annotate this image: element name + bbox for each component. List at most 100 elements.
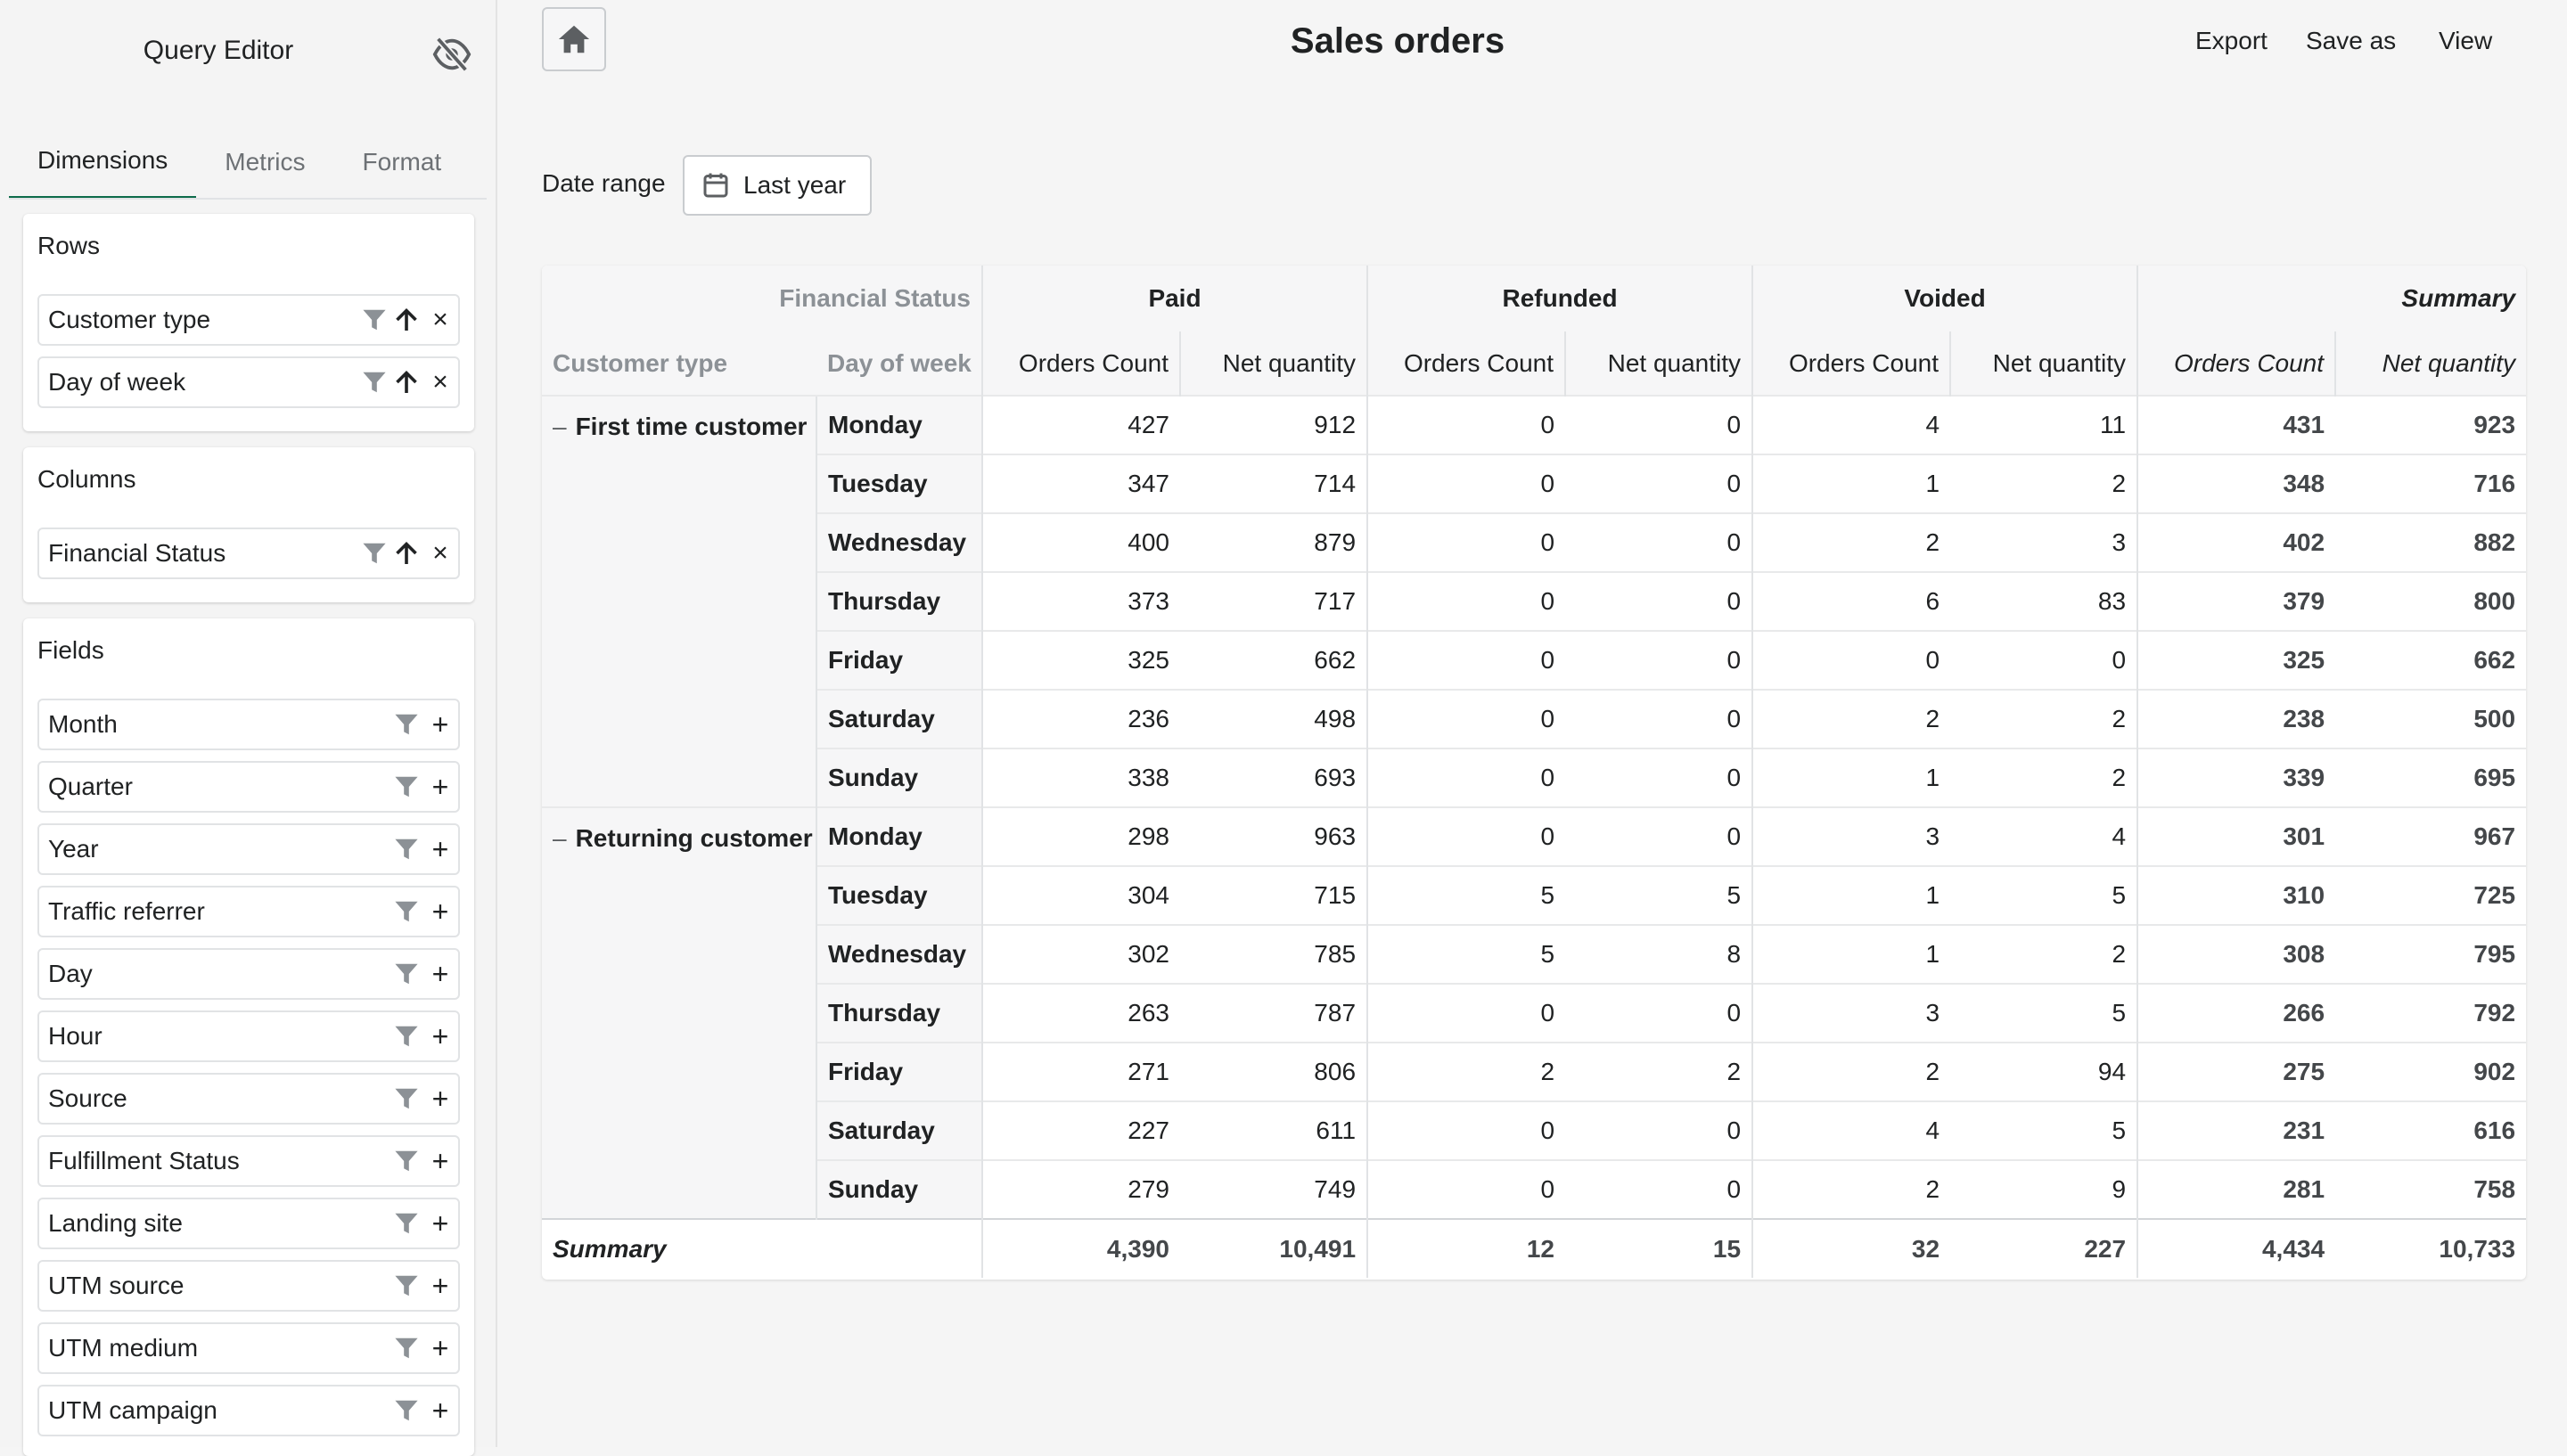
field-pill[interactable]: Day + (37, 948, 460, 1000)
filter-icon[interactable] (390, 948, 422, 1000)
add-icon[interactable]: + (431, 770, 449, 803)
value-cell: 716 (2335, 454, 2526, 513)
value-cell: 725 (2335, 865, 2526, 925)
field-pill[interactable]: UTM medium + (37, 1322, 460, 1374)
field-pill[interactable]: UTM campaign + (37, 1385, 460, 1436)
value-cell: 0 (1565, 806, 1753, 866)
filter-icon[interactable] (390, 1322, 422, 1374)
value-cell: 298 (981, 806, 1180, 866)
value-cell: 5 (1366, 865, 1566, 925)
value-cell: 800 (2335, 571, 2526, 631)
field-pill[interactable]: Quarter + (37, 761, 460, 813)
column-dimension-pill[interactable]: Financial Status × (37, 528, 460, 579)
day-of-week-cell: Friday (816, 630, 982, 690)
export-button[interactable]: Export (2195, 27, 2268, 54)
add-icon[interactable]: + (431, 957, 449, 990)
tab-format[interactable]: Format (362, 148, 442, 176)
fields-card: Fields Month + Quarter + Year + Traffic referr… (23, 618, 474, 1456)
field-pill[interactable]: Source + (37, 1073, 460, 1125)
field-pill[interactable]: Year + (37, 823, 460, 875)
value-cell: 308 (2136, 924, 2336, 984)
filter-icon[interactable] (390, 1385, 422, 1436)
calendar-icon (703, 173, 728, 198)
field-label: Landing site (48, 1209, 184, 1237)
filter-icon[interactable] (390, 1073, 422, 1125)
value-cell: 263 (981, 983, 1180, 1043)
filter-icon[interactable] (358, 356, 390, 408)
add-icon[interactable]: + (431, 708, 449, 740)
value-cell: 2 (1950, 748, 2138, 807)
filter-icon[interactable] (390, 1135, 422, 1187)
collapse-toggle[interactable]: – (553, 824, 567, 852)
remove-icon[interactable]: × (432, 367, 448, 397)
field-pill[interactable]: Month + (37, 699, 460, 750)
add-icon[interactable]: + (431, 1144, 449, 1177)
value-cell: 373 (981, 571, 1180, 631)
metric-header: Net quantity (2334, 331, 2526, 396)
collapse-toggle[interactable]: – (553, 413, 567, 440)
remove-icon[interactable]: × (432, 538, 448, 568)
table-row: – First time customer Monday 427 912 0 0 4 11 431… (542, 395, 2526, 807)
hide-sidebar-button[interactable] (428, 34, 476, 75)
filter-icon[interactable] (358, 294, 390, 346)
row-dimension-pill[interactable]: Day of week × (37, 356, 460, 408)
date-range-picker[interactable]: Last year (683, 155, 872, 216)
metric-header: Orders Count (1751, 331, 1951, 396)
tab-dimensions[interactable]: Dimensions (9, 125, 197, 200)
add-icon[interactable]: + (431, 895, 449, 928)
home-button[interactable] (542, 7, 606, 71)
save-as-button[interactable]: Save as (2306, 27, 2397, 54)
sort-ascending-icon[interactable] (390, 356, 422, 408)
field-label: Traffic referrer (48, 897, 205, 925)
view-button[interactable]: View (2439, 27, 2493, 54)
add-icon[interactable]: + (431, 1082, 449, 1115)
filter-icon[interactable] (358, 528, 390, 579)
sort-ascending-icon[interactable] (390, 528, 422, 579)
value-cell: 500 (2335, 689, 2526, 748)
field-pill[interactable]: UTM source + (37, 1260, 460, 1312)
field-pill[interactable]: Landing site + (37, 1198, 460, 1249)
metric-header: Net quantity (1949, 331, 2138, 396)
filter-icon[interactable] (390, 886, 422, 937)
value-cell: 0 (1751, 630, 1951, 690)
value-cell: 902 (2335, 1042, 2526, 1101)
filter-icon[interactable] (390, 1198, 422, 1249)
value-cell: 0 (1565, 395, 1753, 454)
field-label: Hour (48, 1022, 103, 1050)
value-cell: 5 (1950, 1100, 2138, 1160)
value-cell: 792 (2335, 983, 2526, 1043)
add-icon[interactable]: + (431, 1269, 449, 1302)
row-dimension-pill[interactable]: Customer type × (37, 294, 460, 346)
sort-ascending-icon[interactable] (390, 294, 422, 346)
value-cell: 0 (1366, 983, 1566, 1043)
filter-icon[interactable] (390, 823, 422, 875)
add-icon[interactable]: + (431, 1394, 449, 1427)
filter-icon[interactable] (390, 1260, 422, 1312)
field-label: Fulfillment Status (48, 1147, 240, 1174)
field-pill[interactable]: Hour + (37, 1010, 460, 1062)
value-cell: 912 (1180, 395, 1368, 454)
add-icon[interactable]: + (431, 832, 449, 865)
metric-header: Orders Count (1366, 331, 1566, 396)
add-icon[interactable]: + (431, 1207, 449, 1239)
value-cell: 758 (2335, 1159, 2526, 1219)
remove-icon[interactable]: × (432, 305, 448, 334)
filter-icon[interactable] (390, 761, 422, 813)
filter-icon[interactable] (390, 1010, 422, 1062)
filter-icon[interactable] (390, 699, 422, 750)
day-of-week-cell: Monday (816, 395, 982, 454)
day-of-week-cell: Thursday (816, 571, 982, 631)
columns-card: Columns Financial Status × (23, 447, 474, 602)
add-icon[interactable]: + (431, 1019, 449, 1052)
field-pill[interactable]: Fulfillment Status + (37, 1135, 460, 1187)
value-cell: 0 (1565, 748, 1753, 807)
field-pill[interactable]: Traffic referrer + (37, 886, 460, 937)
value-cell: 275 (2136, 1042, 2336, 1101)
value-cell: 0 (1565, 512, 1753, 572)
field-label: Month (48, 710, 118, 738)
tab-metrics[interactable]: Metrics (225, 148, 306, 176)
row-header-day-of-week: Day of week (816, 331, 982, 396)
sidebar-title: Query Editor (143, 36, 294, 65)
value-cell: 715 (1180, 865, 1368, 925)
add-icon[interactable]: + (431, 1331, 449, 1364)
